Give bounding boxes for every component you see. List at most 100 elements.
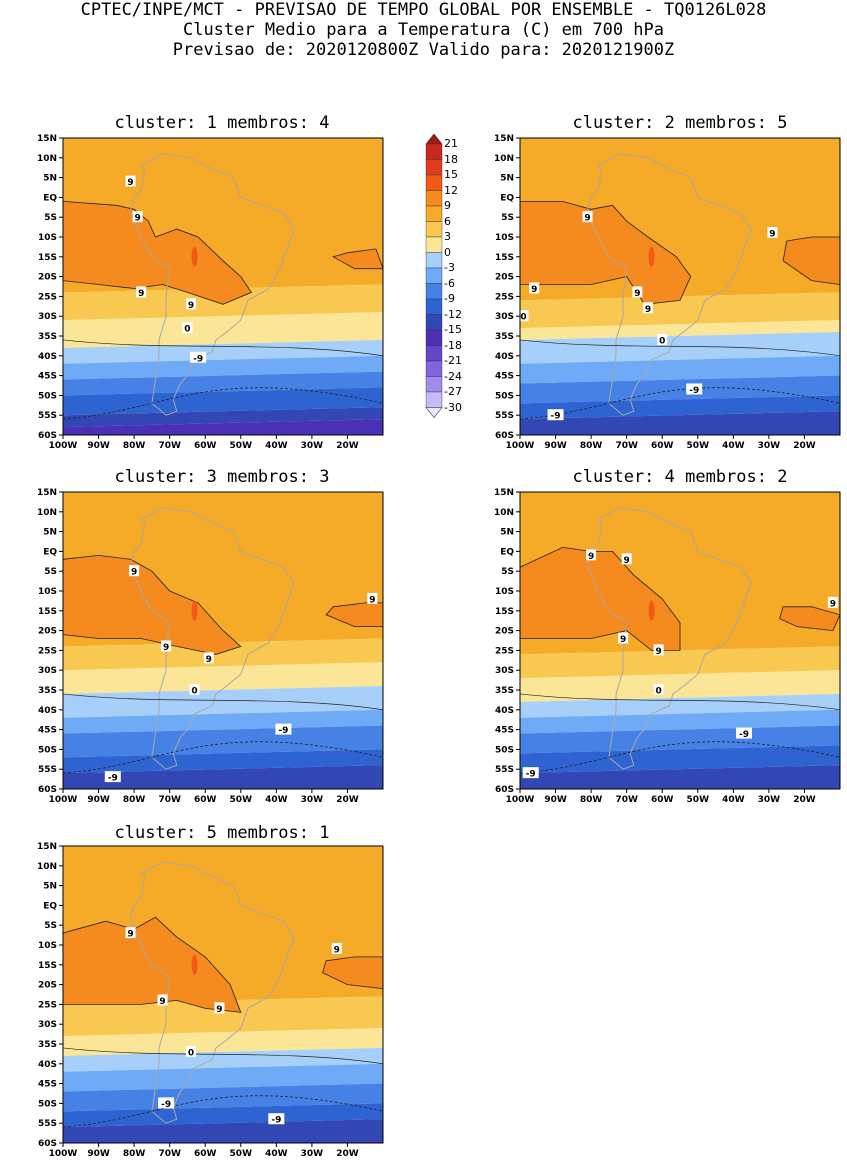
contour-label: 0 bbox=[659, 336, 665, 346]
lon-label: 90W bbox=[544, 795, 567, 805]
temperature-band bbox=[520, 375, 840, 404]
colorbar-tick-label: -18 bbox=[444, 338, 462, 352]
temperature-band bbox=[63, 371, 383, 396]
contour-label-box bbox=[653, 644, 664, 656]
contour-label-box bbox=[161, 640, 172, 652]
contour-label-box bbox=[686, 383, 703, 395]
colorbar-tick-label: 21 bbox=[444, 137, 458, 150]
contour-label: 0 bbox=[656, 687, 662, 697]
hot-core-12C bbox=[191, 246, 198, 267]
lat-label: 45S bbox=[495, 372, 514, 382]
temperature-band bbox=[63, 765, 383, 789]
temperature-band bbox=[63, 685, 383, 718]
temperature-band bbox=[520, 411, 840, 435]
lon-label: 50W bbox=[687, 795, 710, 805]
lat-label: 15S bbox=[38, 253, 57, 263]
colorbar-tick-label: -3 bbox=[444, 261, 455, 274]
lat-label: 40S bbox=[495, 706, 514, 716]
temperature-band bbox=[63, 1119, 383, 1143]
contour-label-box bbox=[643, 302, 653, 314]
lon-label: 30W bbox=[301, 1149, 324, 1159]
contour-label-box bbox=[157, 994, 168, 1006]
lat-label: 15S bbox=[495, 253, 514, 263]
contour-label: 9 bbox=[127, 930, 133, 940]
lon-label: 100W bbox=[506, 441, 535, 451]
warm-region-9C-east bbox=[322, 956, 383, 990]
colorbar-tick-label: 18 bbox=[444, 152, 458, 166]
contour-0C bbox=[520, 693, 840, 711]
colorbar-tick-label: 3 bbox=[444, 230, 451, 243]
lat-label: 30S bbox=[495, 666, 514, 676]
lat-label: 60S bbox=[38, 1139, 57, 1149]
temperature-band bbox=[63, 355, 383, 380]
contour-label: 9 bbox=[131, 568, 137, 578]
temperature-band bbox=[63, 419, 383, 435]
lat-label: 25S bbox=[38, 1000, 57, 1010]
lat-label: 45S bbox=[38, 372, 57, 382]
contour-label-box bbox=[125, 927, 136, 939]
lat-label: 5S bbox=[501, 213, 514, 223]
colorbar-tick-label: -15 bbox=[444, 323, 462, 336]
contour-label: 9 bbox=[369, 595, 375, 605]
lat-label: 5N bbox=[43, 882, 57, 892]
contour-minus-9C bbox=[63, 741, 383, 774]
lat-label: 35S bbox=[38, 1040, 57, 1050]
colorbar-segment bbox=[425, 174, 443, 191]
contour-label: -9 bbox=[271, 1116, 281, 1126]
coastline-south-america bbox=[130, 861, 295, 1124]
contour-label-box bbox=[136, 286, 147, 298]
contour-label-box bbox=[632, 286, 643, 298]
temperature-band bbox=[63, 1083, 383, 1112]
lat-label: 60S bbox=[495, 785, 514, 795]
lon-label: 80W bbox=[123, 1149, 146, 1159]
temperature-band bbox=[63, 638, 383, 671]
lat-label: 30S bbox=[495, 312, 514, 322]
lat-label: 50S bbox=[38, 391, 57, 401]
lat-label: 20S bbox=[495, 627, 514, 637]
lon-label: 100W bbox=[49, 1149, 78, 1159]
lat-label: 30S bbox=[38, 1020, 57, 1030]
lon-label: 40W bbox=[265, 441, 288, 451]
lat-label: 10N bbox=[494, 508, 514, 518]
temperature-band bbox=[520, 646, 840, 679]
map-frame bbox=[519, 491, 841, 790]
lat-label: EQ bbox=[43, 901, 57, 911]
contour-label: 9 bbox=[634, 289, 640, 299]
contour-label: 9 bbox=[830, 599, 836, 609]
contour-label: 0 bbox=[188, 1048, 194, 1058]
map-frame bbox=[62, 137, 384, 436]
contour-label-box bbox=[214, 1002, 225, 1014]
lat-label: 60S bbox=[38, 785, 57, 795]
contour-label-box bbox=[203, 652, 214, 664]
lat-label: EQ bbox=[500, 547, 514, 557]
lon-label: 70W bbox=[158, 1149, 181, 1159]
panel-title-2: cluster: 2 membros: 5 bbox=[572, 113, 788, 133]
lat-label: 60S bbox=[38, 431, 57, 441]
map-panel-cluster-4: 9 9 9 9 9 0 -9 -9 15N 10N 5N EQ 5S 10S 15S 20S 25S 30S 35S… bbox=[477, 488, 847, 810]
contour-minus-9C bbox=[520, 741, 840, 774]
lon-label: 50W bbox=[230, 441, 253, 451]
warm-region-9C bbox=[63, 554, 242, 655]
warm-region-9C-east bbox=[779, 606, 840, 632]
coastline-south-america bbox=[130, 153, 295, 416]
lat-label: EQ bbox=[43, 193, 57, 203]
temperature-band bbox=[63, 407, 383, 428]
contour-label-box bbox=[104, 771, 121, 783]
lat-label: 35S bbox=[38, 686, 57, 696]
colorbar-tick-label: -30 bbox=[444, 400, 462, 414]
contour-label: 9 bbox=[624, 556, 630, 566]
contour-label-box bbox=[621, 553, 632, 565]
warm-region-9C-east bbox=[782, 236, 840, 285]
lat-label: 15N bbox=[494, 488, 514, 498]
lon-label: 90W bbox=[87, 1149, 110, 1159]
hot-core-12C bbox=[191, 600, 198, 621]
lat-label: 15N bbox=[37, 488, 57, 498]
colorbar-segment bbox=[425, 252, 443, 269]
lon-label: 60W bbox=[651, 795, 674, 805]
lon-label: 100W bbox=[49, 795, 78, 805]
temperature-band bbox=[63, 1103, 383, 1128]
temperature-band bbox=[520, 355, 840, 384]
contour-label: 0 bbox=[184, 325, 190, 335]
lat-label: 10S bbox=[38, 941, 57, 951]
temperature-band bbox=[63, 387, 383, 416]
